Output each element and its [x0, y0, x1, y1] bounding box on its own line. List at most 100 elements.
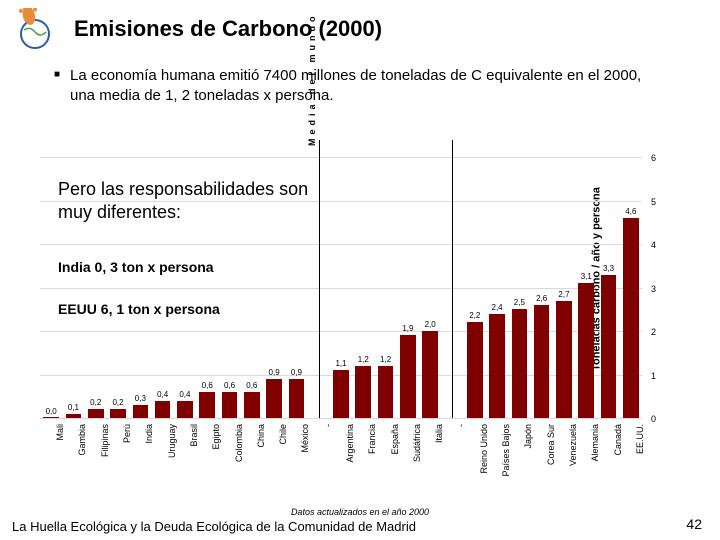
x-label: India — [144, 424, 154, 486]
gridline — [40, 201, 642, 202]
footer-title: La Huella Ecológica y la Deuda Ecológica… — [0, 519, 720, 534]
bar-value-label: 0,9 — [269, 368, 280, 377]
y-tick-label: 2 — [651, 327, 656, 337]
mean-separator — [452, 140, 453, 418]
header: Emisiones de Carbono (2000) — [0, 0, 720, 54]
bar-value-label: 4,6 — [625, 207, 636, 216]
x-label: Alemania — [590, 424, 600, 486]
x-label: - — [456, 424, 466, 486]
x-label: Argentina — [345, 424, 355, 486]
bar — [601, 275, 617, 418]
bar-value-label: 0,2 — [112, 398, 123, 407]
bar — [43, 417, 59, 418]
bar — [244, 392, 260, 418]
bar-value-label: 2,5 — [514, 298, 525, 307]
bar — [133, 405, 149, 418]
x-label: Japón — [523, 424, 533, 486]
bar — [266, 379, 282, 418]
bar — [66, 414, 82, 418]
x-label: Venezuela — [568, 424, 578, 486]
bar-value-label: 2,0 — [425, 320, 436, 329]
bar-value-label: 0,6 — [246, 381, 257, 390]
x-label: Colombia — [234, 424, 244, 486]
y-tick-label: 0 — [651, 414, 656, 424]
bullet-text: La economía humana emitió 7400 millones … — [54, 66, 654, 107]
bar-value-label: 2,7 — [558, 290, 569, 299]
page-number: 42 — [686, 516, 702, 532]
y-tick-label: 6 — [651, 153, 656, 163]
bar — [467, 322, 483, 418]
x-label: Reino Unido — [479, 424, 489, 486]
bar — [512, 309, 528, 418]
bar — [489, 314, 505, 418]
bar — [400, 335, 416, 418]
bar — [199, 392, 215, 418]
footer: Datos actualizados en el año 2000 La Hue… — [0, 507, 720, 534]
bar — [289, 379, 305, 418]
bar — [534, 305, 550, 418]
x-label: Egipto — [211, 424, 221, 486]
bar-value-label: 0,4 — [157, 390, 168, 399]
bullet-block: La economía humana emitió 7400 millones … — [54, 66, 654, 107]
gridline — [40, 331, 642, 332]
plot-area: Toneladas carbono / año y persona 012345… — [40, 140, 642, 418]
bar-value-label: 0,3 — [135, 394, 146, 403]
gridline — [40, 288, 642, 289]
bar-value-label: 0,4 — [179, 390, 190, 399]
bar — [355, 366, 371, 418]
x-label: México — [300, 424, 310, 486]
x-label: Chile — [278, 424, 288, 486]
source-note: Datos actualizados en el año 2000 — [0, 507, 720, 517]
bar-value-label: 0,1 — [68, 403, 79, 412]
bar-value-label: 0,9 — [291, 368, 302, 377]
mean-separator — [319, 140, 320, 418]
x-label: Corea Sur — [546, 424, 556, 486]
chart: Toneladas carbono / año y persona 012345… — [40, 140, 696, 484]
bar-value-label: 2,6 — [536, 294, 547, 303]
footprint-logo — [12, 8, 58, 50]
bar — [88, 409, 104, 418]
bar-value-label: 0,0 — [46, 407, 57, 416]
gridline — [40, 157, 642, 158]
y-tick-label: 5 — [651, 197, 656, 207]
bar — [222, 392, 238, 418]
bar — [110, 409, 126, 418]
bar-value-label: 3,1 — [581, 272, 592, 281]
x-label: Países Bajos — [501, 424, 511, 486]
bar-value-label: 1,2 — [358, 355, 369, 364]
bar — [578, 283, 594, 418]
page-title: Emisiones de Carbono (2000) — [74, 16, 382, 42]
x-label: Filipinas — [100, 424, 110, 486]
bar-value-label: 0,6 — [224, 381, 235, 390]
bar-value-label: 1,1 — [335, 359, 346, 368]
bar — [177, 401, 193, 418]
bar-value-label: 2,2 — [469, 311, 480, 320]
bar — [623, 218, 639, 418]
x-label: Mali — [55, 424, 65, 486]
bar-value-label: 1,9 — [402, 324, 413, 333]
x-label: Italia — [434, 424, 444, 486]
x-label: Perú — [122, 424, 132, 486]
x-label: Francia — [367, 424, 377, 486]
bar-value-label: 0,6 — [202, 381, 213, 390]
x-label: Uruguay — [167, 424, 177, 486]
y-tick-label: 3 — [651, 284, 656, 294]
x-label: Brasil — [189, 424, 199, 486]
x-label: Canadá — [613, 424, 623, 486]
media-mundo-label: Media del mundo — [307, 12, 317, 146]
bar-value-label: 2,4 — [492, 303, 503, 312]
bar — [422, 331, 438, 418]
bar-value-label: 0,2 — [90, 398, 101, 407]
bar — [333, 370, 349, 418]
x-label: EE.UU. — [635, 424, 645, 486]
x-label: China — [256, 424, 266, 486]
bar — [155, 401, 171, 418]
x-label: Sudáfrica — [412, 424, 422, 486]
y-tick-label: 1 — [651, 371, 656, 381]
x-label: España — [390, 424, 400, 486]
gridline — [40, 418, 642, 419]
gridline — [40, 244, 642, 245]
x-label: Gambia — [77, 424, 87, 486]
bar — [378, 366, 394, 418]
x-label: - — [323, 424, 333, 486]
